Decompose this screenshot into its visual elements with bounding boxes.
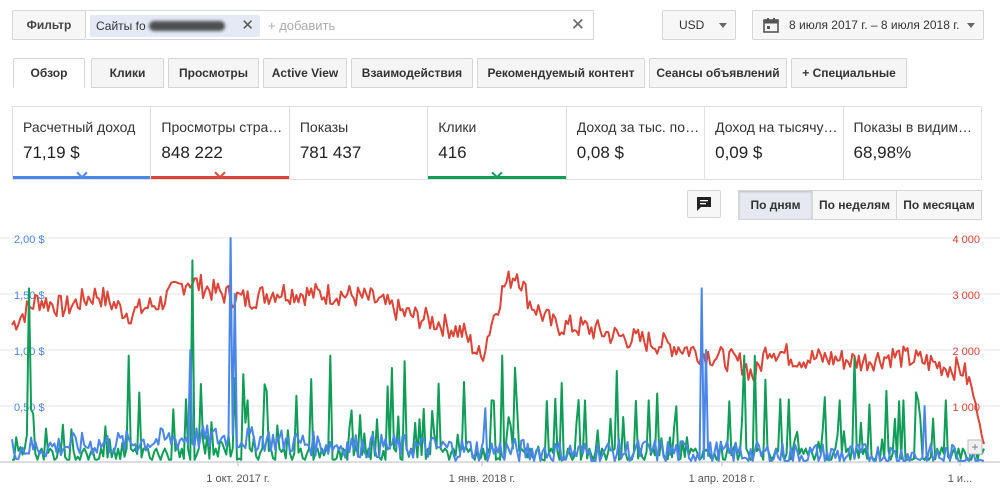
currency-select[interactable]: USD [662,10,736,40]
metric-card-pageviews[interactable]: Просмотры страниц 848 222 [151,107,290,179]
y-right-tick-label: 2 000 [952,346,980,358]
redacted-site-name [148,21,225,31]
metric-card-estimated-revenue[interactable]: Расчетный доход 71,19 $ [13,107,152,179]
chevron-down-icon [719,23,727,28]
tab-recommended-content[interactable]: Рекомендуемый контент [477,58,645,88]
metric-card-viewability[interactable]: Показы в видимой области 68,98% [844,107,981,179]
metric-value: 0,09 $ [715,143,763,162]
plus-icon: + [971,440,978,454]
metric-label: Доход за тыс. показов [576,119,701,135]
tab-pageviews[interactable]: Просмотры [168,58,259,88]
by-day-button[interactable]: По дням [738,190,813,220]
filter-input-area[interactable]: Сайты fo ✕ + добавить ✕ [86,10,594,40]
y-left-tick-label: 0,50 $ [14,402,45,414]
metric-value: 68,98% [853,143,912,162]
tab-custom[interactable]: + Специальные [791,58,907,88]
date-range-value: 8 июля 2017 г. – 8 июля 2018 г. [789,18,960,32]
zoom-handle[interactable] [967,439,983,455]
series-line-pageviews [11,270,985,445]
metric-card-impressions[interactable]: Показы 781 437 [290,107,429,179]
series-line-clicks [11,259,985,462]
site-filter-chip[interactable]: Сайты fo ✕ [90,15,260,37]
metric-value: 0,08 $ [576,143,624,162]
metric-value: 71,19 $ [23,143,80,162]
x-tick-label: 1 янв. 2018 г. [449,473,515,485]
metric-card-clicks[interactable]: Клики 416 [428,107,567,179]
series-line-revenue [11,237,985,462]
by-month-button[interactable]: По месяцам [896,190,982,220]
chevron-down-icon [967,23,975,28]
comment-icon [697,197,711,211]
y-right-tick-label: 3 000 [952,290,980,302]
clear-filter-icon[interactable]: ✕ [570,15,585,34]
site-filter-chip-label: Сайты fo [96,19,146,33]
metric-card-rpm-pageviews[interactable]: Доход на тысячу просмотров 0,09 $ [705,107,844,179]
metric-label: Показы в видимой области [853,119,978,135]
metric-card-rpm-impressions[interactable]: Доход за тыс. показов 0,08 $ [567,107,706,179]
metric-value: 781 437 [299,143,362,162]
metric-value: 416 [438,143,467,162]
metric-label: Показы [299,119,349,135]
tab-clicks[interactable]: Клики [91,58,164,88]
y-right-tick-label: 1 000 [952,402,980,414]
x-tick-label: 1 окт. 2017 г. [206,473,269,485]
metric-label: Доход на тысячу просмотров [715,119,839,135]
tab-overview[interactable]: Обзор [13,58,85,88]
metric-label: Просмотры страниц [161,119,286,135]
metric-label: Клики [438,119,477,135]
y-left-tick-label: 2,00 $ [14,234,45,246]
x-tick-label: 1 и... [948,473,973,485]
calendar-icon [763,18,779,33]
y-right-tick-label: 4 000 [952,234,980,246]
filter-button[interactable]: Фильтр [12,10,86,40]
tab-interactions[interactable]: Взаимодействия [351,58,473,88]
tab-active-view[interactable]: Active View [263,58,347,88]
add-filter-placeholder[interactable]: + добавить [268,18,336,33]
currency-value: USD [679,18,705,32]
metric-value: 848 222 [161,143,223,162]
tab-ad-sessions[interactable]: Сеансы объявлений [649,58,787,88]
metric-label: Расчетный доход [23,119,136,135]
chip-close-icon[interactable]: ✕ [241,17,254,34]
date-range-picker[interactable]: 8 июля 2017 г. – 8 июля 2018 г. [752,10,984,40]
comment-button[interactable] [687,190,721,218]
metric-cards: Расчетный доход 71,19 $ Просмотры страни… [12,106,982,180]
x-tick-label: 1 апр. 2018 г. [689,473,756,485]
by-week-button[interactable]: По неделям [812,190,897,220]
